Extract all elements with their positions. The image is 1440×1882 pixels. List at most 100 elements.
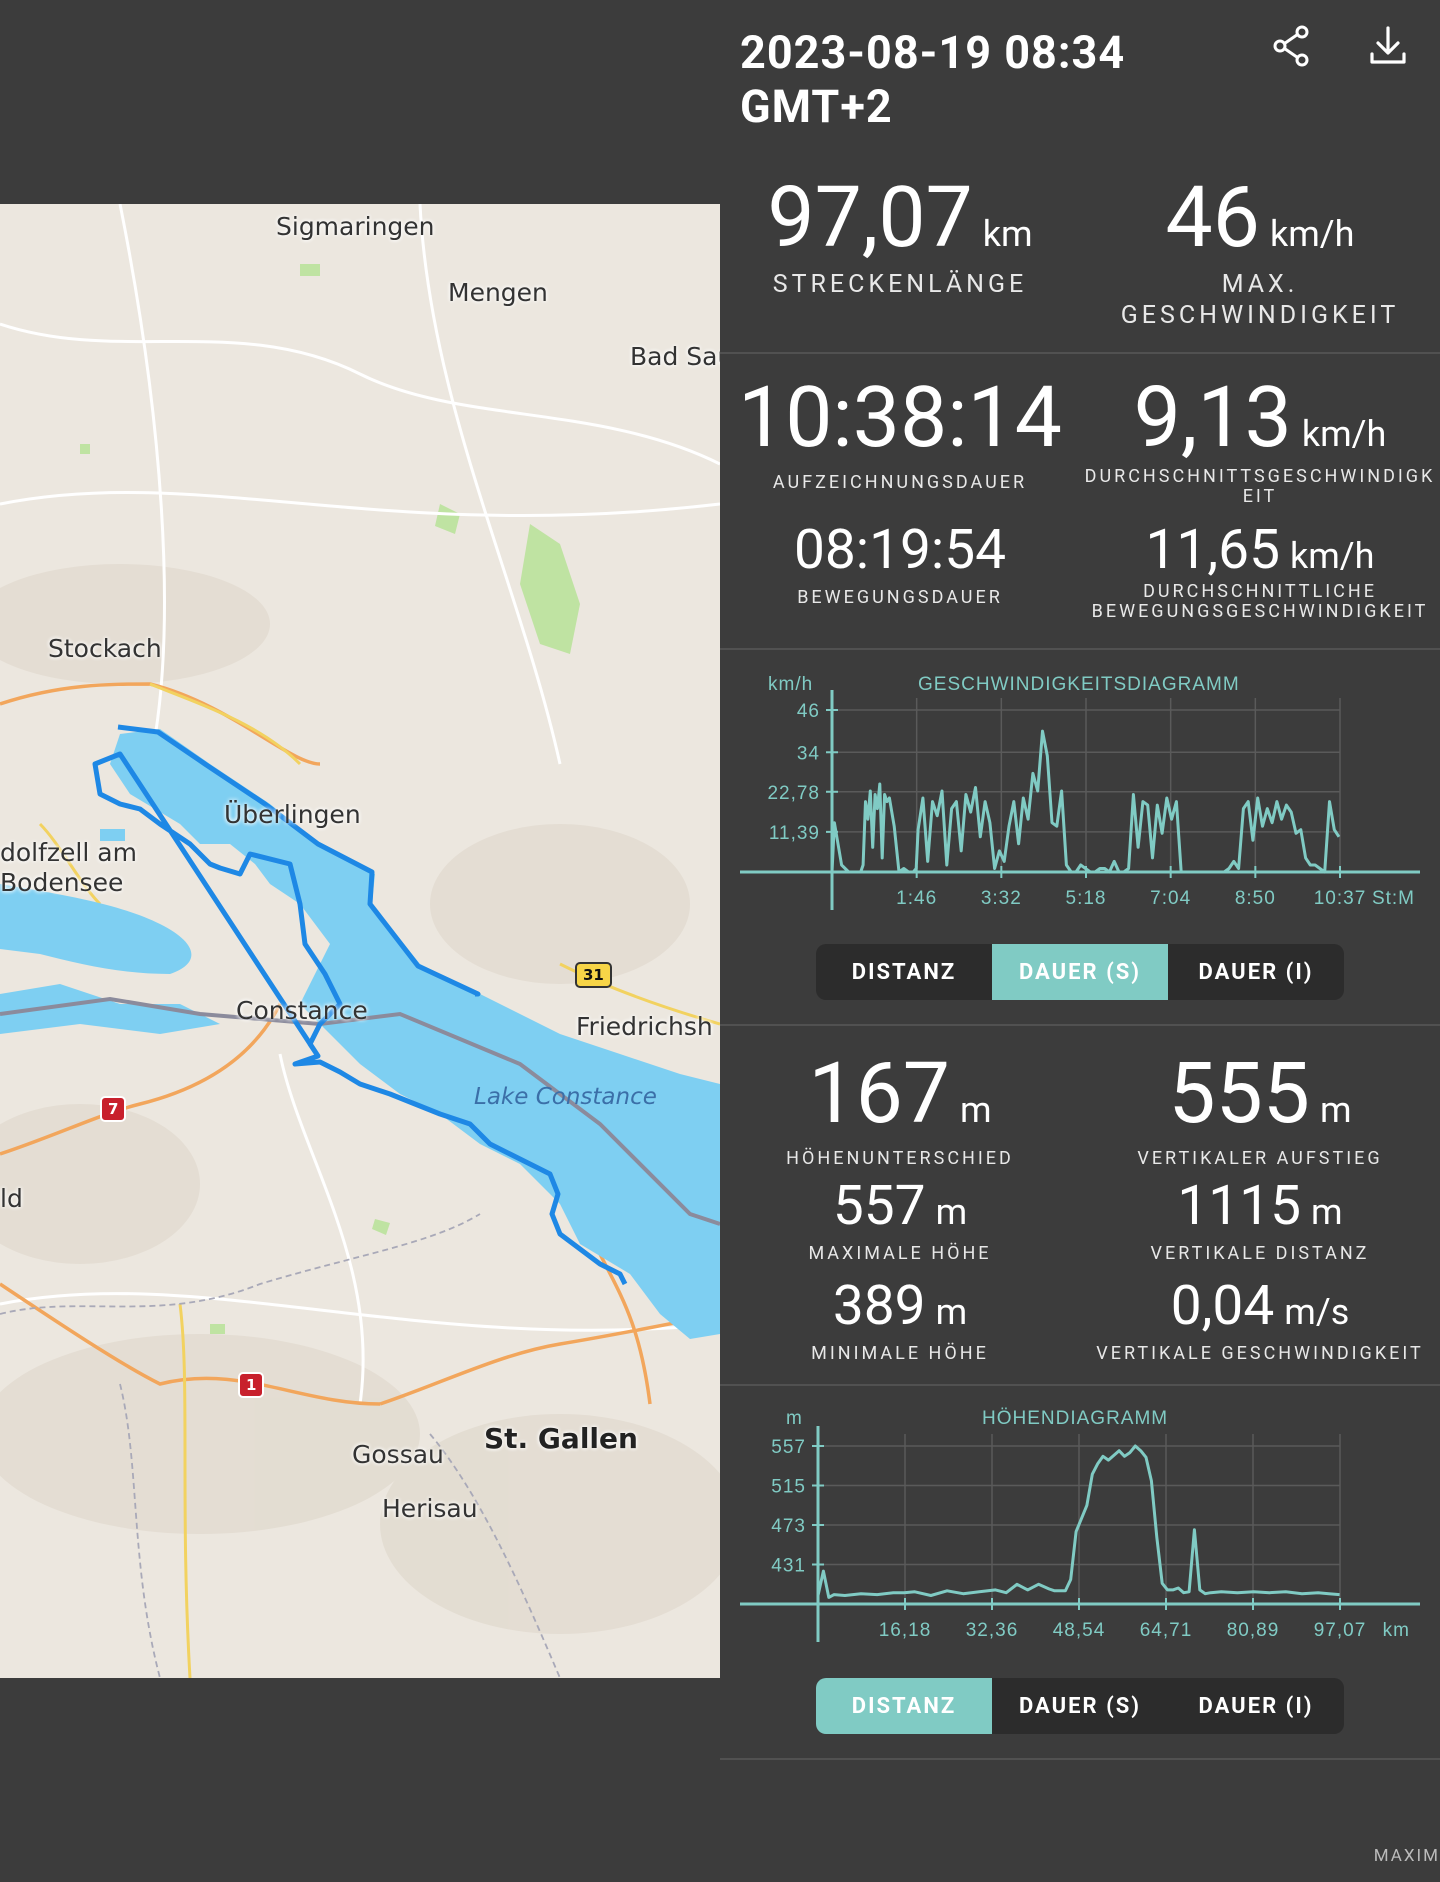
divider — [720, 352, 1440, 354]
road-badge-1: 1 — [238, 1372, 265, 1398]
elev-diff-value: 167 — [808, 1044, 951, 1143]
x-tick-label: 8:50 — [1235, 888, 1276, 909]
road-badge-31: 31 — [575, 962, 612, 988]
x-tick-label: 97,07 — [1314, 1620, 1367, 1641]
elev-diff-unit: m — [960, 1089, 992, 1131]
tab-duration-s[interactable]: DAUER (S) — [992, 944, 1168, 1000]
max-speed-value: 46 — [1165, 168, 1260, 267]
route-track — [92, 724, 628, 1286]
tab-duration-i[interactable]: DAUER (I) — [1198, 959, 1314, 985]
data-series-line — [816, 1444, 1340, 1599]
road-badge-7: 7 — [100, 1096, 127, 1122]
avg-speed-value: 9,13 — [1133, 368, 1292, 467]
divider — [720, 648, 1440, 650]
stat-moving-duration: 08:19:54 BEWEGUNGSDAUER — [720, 518, 1080, 613]
y-tick-label: 431 — [771, 1556, 806, 1577]
y-tick-label: 46 — [797, 701, 820, 722]
divider — [720, 1024, 1440, 1026]
x-axis-unit: St:M — [1372, 888, 1415, 909]
record-duration-value: 10:38:14 — [738, 368, 1062, 467]
stat-distance: 97,07 km STRECKENLÄNGE — [720, 168, 1080, 300]
avg-speed-label: DURCHSCHNITTSGESCHWINDIGK EIT — [1084, 466, 1436, 507]
x-tick-label: 48,54 — [1053, 1620, 1106, 1641]
avg-moving-speed-label: DURCHSCHNITTLICHE BEWEGUNGSGESCHWINDIGKE… — [1091, 581, 1429, 622]
elevation-chart[interactable]: m HÖHENDIAGRAMM 557 515 473 431 16,18 32,36 48… — [720, 1396, 1440, 1656]
avg-moving-speed-unit: km/h — [1289, 535, 1375, 577]
map-label-bad-sau: Bad Sau — [630, 342, 720, 371]
x-tick-label: 10:37 — [1314, 888, 1367, 909]
max-speed-unit: km/h — [1269, 213, 1355, 255]
max-height-label: MAXIMALE HÖHE — [808, 1243, 992, 1264]
stat-elevation-difference: 167 m HÖHENUNTERSCHIED — [720, 1044, 1080, 1174]
max-speed-label: MAX. GESCHWINDIGKEIT — [1120, 270, 1400, 330]
elev-y-unit: m — [786, 1408, 803, 1429]
min-height-label: MINIMALE HÖHE — [811, 1343, 989, 1364]
y-tick-label: 473 — [771, 1516, 806, 1537]
speed-chart[interactable]: km/h GESCHWINDIGKEITSDIAGRAMM 46 34 22,78 1… — [720, 660, 1440, 920]
tab-distance[interactable]: DISTANZ — [851, 959, 957, 985]
speed-chart-title: GESCHWINDIGKEITSDIAGRAMM — [918, 674, 1240, 695]
vert-ascent-label: VERTIKALER AUFSTIEG — [1137, 1148, 1383, 1169]
tab-duration-i[interactable]: DAUER (I) — [1198, 1693, 1314, 1719]
elevation-chart-mode-tabs[interactable]: DISTANZ DAUER (S) DAUER (I) — [816, 1678, 1344, 1734]
vert-speed-label: VERTIKALE GESCHWINDIGKEIT — [1096, 1343, 1424, 1364]
tab-distance[interactable]: DISTANZ — [816, 1678, 992, 1734]
speed-y-unit: km/h — [768, 674, 813, 695]
map-label-st-gallen: St. Gallen — [484, 1422, 638, 1455]
record-duration-label: AUFZEICHNUNGSDAUER — [772, 472, 1028, 493]
stat-vertical-distance: 1115 m VERTIKALE DISTANZ — [1080, 1174, 1440, 1269]
x-tick-label: 3:32 — [981, 888, 1022, 909]
y-tick-label: 557 — [771, 1437, 806, 1458]
distance-value: 97,07 — [767, 168, 973, 267]
tab-duration-s[interactable]: DAUER (S) — [1018, 1693, 1142, 1719]
stat-min-height: 389 m MINIMALE HÖHE — [720, 1274, 1080, 1369]
elevation-chart-svg: m HÖHENDIAGRAMM 557 515 473 431 16,18 32,36 48… — [740, 1408, 1420, 1642]
download-icon[interactable] — [1362, 20, 1414, 72]
y-tick-label: 34 — [797, 743, 820, 764]
speed-chart-svg: km/h GESCHWINDIGKEITSDIAGRAMM 46 34 22,78 1… — [740, 674, 1420, 910]
stat-vertical-speed: 0,04 m/s VERTIKALE GESCHWINDIGKEIT — [1080, 1274, 1440, 1369]
vert-speed-value: 0,04 — [1170, 1274, 1275, 1338]
distance-label: STRECKENLÄNGE — [772, 270, 1028, 299]
distance-unit: km — [982, 213, 1033, 255]
map-label-radolfzell: dolfzell am Bodensee — [0, 838, 137, 897]
max-height-unit: m — [935, 1191, 968, 1233]
route-map[interactable]: Sigmaringen Mengen Bad Sau Stockach Über… — [0, 204, 720, 1678]
activity-date: 2023-08-19 08:34 GMT+2 — [740, 26, 1126, 133]
vert-ascent-unit: m — [1320, 1089, 1352, 1131]
lake-constance-water — [110, 729, 720, 1339]
x-tick-label: 1:46 — [896, 888, 937, 909]
max-height-value: 557 — [832, 1174, 926, 1238]
avg-speed-unit: km/h — [1301, 413, 1387, 455]
x-tick-label: 7:04 — [1150, 888, 1191, 909]
stat-max-height: 557 m MAXIMALE HÖHE — [720, 1174, 1080, 1269]
map-canvas — [0, 204, 720, 1678]
vert-speed-unit: m/s — [1284, 1291, 1350, 1333]
map-label-gossau: Gossau — [352, 1440, 444, 1469]
share-icon[interactable] — [1266, 20, 1318, 72]
x-tick-label: 32,36 — [966, 1620, 1019, 1641]
stat-max-speed: 46 km/h MAX. GESCHWINDIGKEIT — [1080, 168, 1440, 331]
elev-chart-title: HÖHENDIAGRAMM — [982, 1408, 1168, 1429]
y-tick-label: 11,39 — [769, 823, 820, 844]
vert-distance-label: VERTIKALE DISTANZ — [1150, 1243, 1370, 1264]
data-series-line — [830, 729, 1341, 874]
brand-label: MAXIM — [1373, 1846, 1440, 1866]
stat-vertical-ascent: 555 m VERTIKALER AUFSTIEG — [1080, 1044, 1440, 1174]
stat-avg-speed: 9,13 km/h DURCHSCHNITTSGESCHWINDIGK EIT — [1080, 368, 1440, 507]
map-label-uberlingen: Überlingen — [224, 800, 361, 829]
x-tick-label: 80,89 — [1227, 1620, 1280, 1641]
x-axis-unit: km — [1383, 1620, 1410, 1641]
x-tick-label: 16,18 — [879, 1620, 932, 1641]
speed-chart-mode-tabs[interactable]: DISTANZ DAUER (S) DAUER (I) — [816, 944, 1344, 1000]
x-tick-label: 5:18 — [1066, 888, 1107, 909]
x-tick-label: 64,71 — [1140, 1620, 1193, 1641]
divider — [720, 1384, 1440, 1386]
map-label-mengen: Mengen — [448, 278, 548, 307]
vert-distance-unit: m — [1311, 1191, 1343, 1233]
stat-avg-moving-speed: 11,65 km/h DURCHSCHNITTLICHE BEWEGUNGSGES… — [1080, 518, 1440, 622]
y-tick-label: 515 — [771, 1477, 806, 1498]
vert-distance-value: 1115 — [1177, 1174, 1302, 1238]
map-label-stockach: Stockach — [48, 634, 162, 663]
map-label-constance: Constance — [236, 996, 368, 1025]
